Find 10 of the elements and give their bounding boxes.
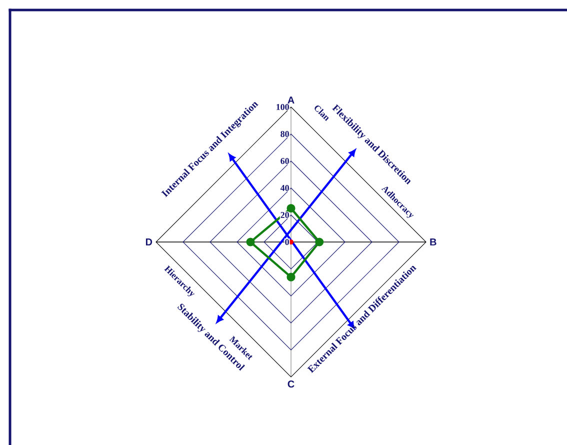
y-tick-label: 0 (285, 238, 289, 246)
spoke-label: C (288, 380, 294, 388)
spoke-label: D (146, 238, 152, 246)
y-tick-label: 40 (280, 184, 289, 192)
y-tick-label: 60 (280, 158, 289, 164)
spoke-label: B (430, 238, 436, 246)
spoke-label: A (288, 96, 294, 104)
y-tick-label: 20 (280, 212, 289, 218)
y-tick-label: 80 (280, 130, 289, 138)
y-tick-label: 100 (276, 104, 289, 110)
